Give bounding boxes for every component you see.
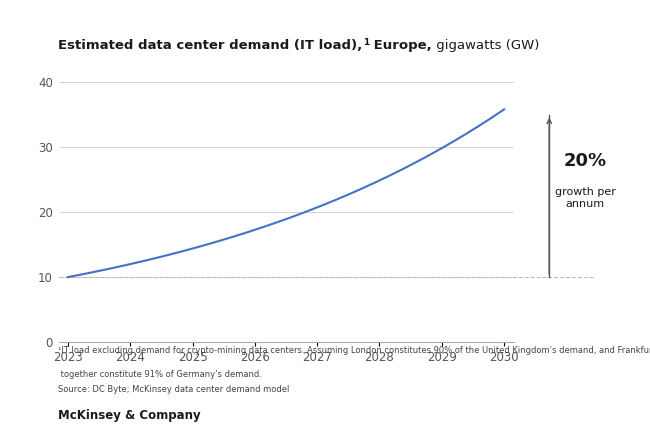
Text: 1: 1	[363, 38, 369, 47]
Text: Source: DC Byte; McKinsey data center demand model: Source: DC Byte; McKinsey data center de…	[58, 385, 290, 394]
Text: gigawatts (GW): gigawatts (GW)	[432, 39, 539, 52]
Text: ¹IT load excluding demand for crypto-mining data centers. Assuming London consti: ¹IT load excluding demand for crypto-min…	[58, 346, 650, 355]
Text: 20%: 20%	[564, 152, 606, 170]
Text: McKinsey & Company: McKinsey & Company	[58, 409, 201, 422]
Text: Europe,: Europe,	[369, 39, 432, 52]
Text: Estimated data center demand (IT load),: Estimated data center demand (IT load),	[58, 39, 363, 52]
Text: growth per
annum: growth per annum	[554, 187, 616, 209]
Text: together constitute 91% of Germany’s demand.: together constitute 91% of Germany’s dem…	[58, 370, 263, 379]
